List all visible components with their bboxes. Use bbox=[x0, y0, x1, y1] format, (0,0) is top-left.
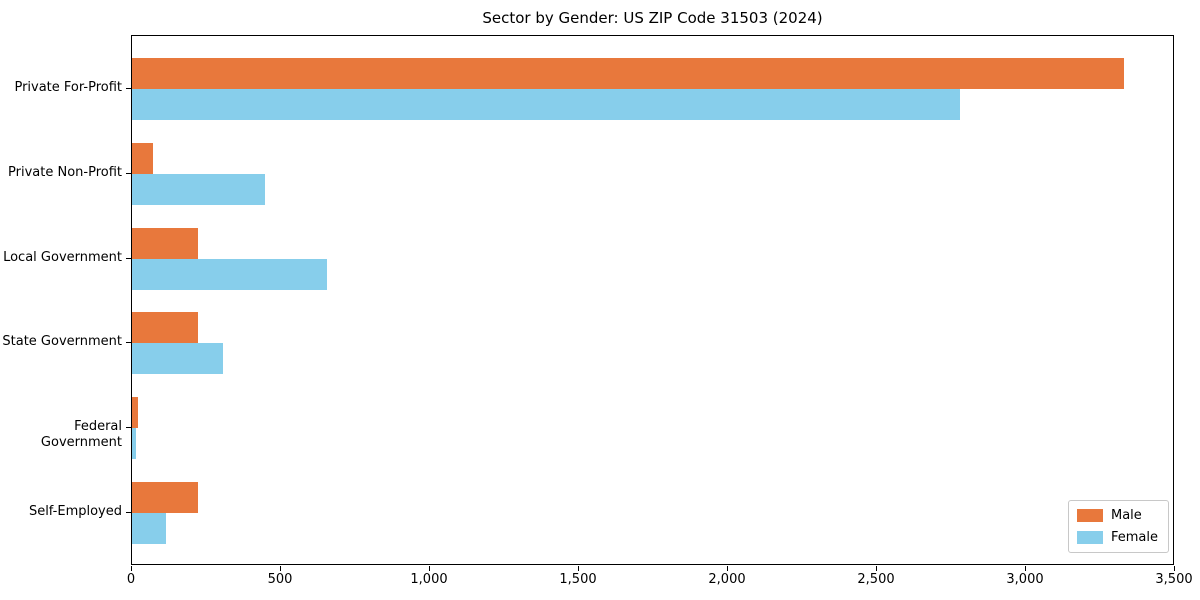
x-tick-mark bbox=[876, 566, 877, 571]
y-tick-label-state-government: State Government bbox=[2, 334, 122, 350]
y-tick-mark bbox=[126, 172, 131, 174]
bar-male-private-for-profit bbox=[132, 58, 1125, 89]
bar-male-self-employed bbox=[132, 482, 198, 513]
x-tick-label: 3,500 bbox=[1155, 572, 1193, 587]
bar-male-local-government bbox=[132, 227, 198, 259]
bar-male-federal-government bbox=[132, 397, 138, 429]
bar-female-state-government bbox=[132, 343, 223, 375]
bar-male-state-government bbox=[132, 312, 198, 344]
x-tick-mark bbox=[131, 566, 132, 571]
x-tick-label: 500 bbox=[267, 572, 293, 587]
x-tick-mark bbox=[280, 566, 281, 571]
legend-swatch-male bbox=[1076, 509, 1103, 522]
x-tick-mark bbox=[727, 566, 728, 571]
legend-swatch-female bbox=[1076, 531, 1103, 544]
plot-area: Male Female bbox=[131, 35, 1174, 565]
x-tick-mark bbox=[429, 566, 430, 571]
y-tick-label-local-government: Local Government bbox=[3, 249, 122, 265]
bar-female-private-non-profit bbox=[132, 173, 265, 205]
y-tick-mark bbox=[126, 342, 131, 344]
legend-label-female: Female bbox=[1110, 530, 1158, 545]
y-tick-mark bbox=[126, 512, 131, 513]
legend-entry-male: Male bbox=[1076, 508, 1158, 523]
legend: Male Female bbox=[1067, 500, 1169, 553]
y-tick-mark bbox=[126, 88, 131, 89]
x-tick-label: 2,500 bbox=[857, 572, 895, 587]
legend-entry-female: Female bbox=[1076, 530, 1158, 545]
x-tick-label: 3,000 bbox=[1006, 572, 1044, 587]
bar-female-federal-government bbox=[132, 428, 137, 460]
y-tick-label-federal-government: Federal Government bbox=[40, 419, 122, 451]
x-tick-label: 2,000 bbox=[708, 572, 746, 587]
y-tick-label-private-for-profit: Private For-Profit bbox=[14, 80, 122, 95]
y-tick-label-self-employed: Self-Employed bbox=[28, 504, 122, 519]
y-tick-mark bbox=[126, 427, 131, 429]
y-tick-mark bbox=[126, 257, 131, 259]
bar-female-self-employed bbox=[132, 513, 167, 544]
bar-female-private-for-profit bbox=[132, 89, 961, 120]
x-tick-label: 0 bbox=[126, 572, 136, 587]
y-tick-label-private-non-profit: Private Non-Profit bbox=[8, 164, 122, 180]
chart-title: Sector by Gender: US ZIP Code 31503 (202… bbox=[482, 9, 823, 27]
bar-female-local-government bbox=[132, 258, 328, 290]
x-tick-label: 1,000 bbox=[410, 572, 448, 587]
bar-male-private-non-profit bbox=[132, 142, 153, 174]
x-tick-mark bbox=[578, 566, 579, 571]
x-tick-label: 1,500 bbox=[559, 572, 597, 587]
x-tick-mark bbox=[1174, 566, 1175, 571]
x-tick-mark bbox=[1025, 566, 1026, 571]
legend-label-male: Male bbox=[1110, 508, 1142, 523]
